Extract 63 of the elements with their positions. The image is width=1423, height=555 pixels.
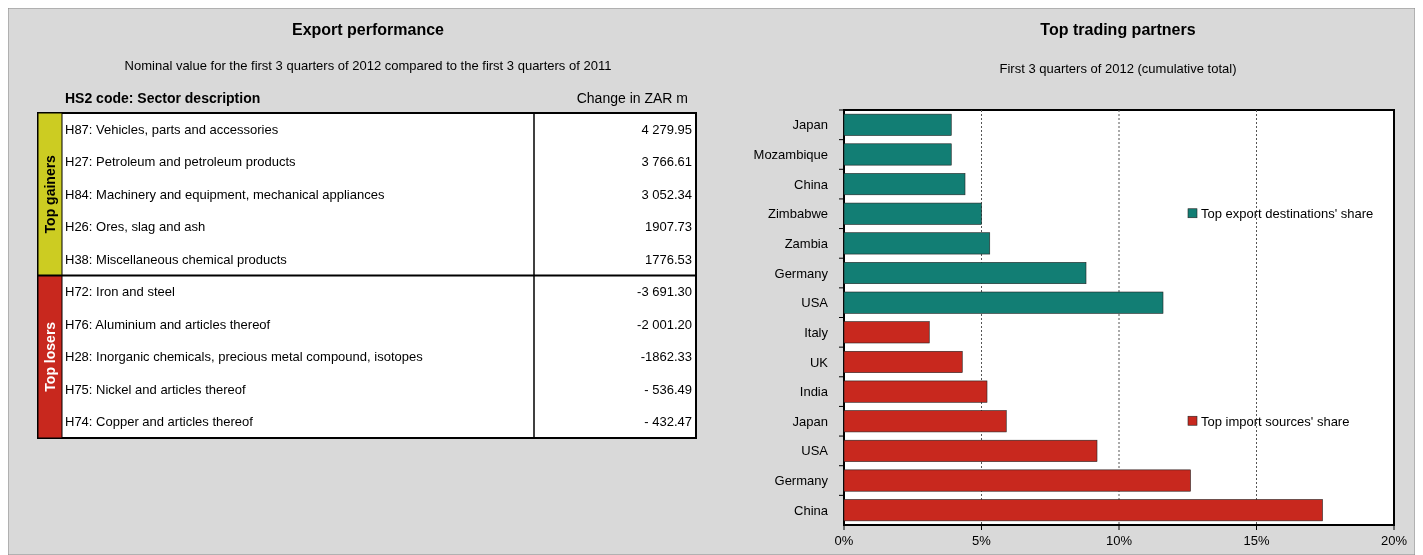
- data-label: 3 052.34: [641, 186, 692, 202]
- bar: [843, 350, 963, 373]
- y-tick-label: India: [799, 384, 829, 400]
- data-label: -2 001.20: [637, 316, 692, 332]
- bar: [843, 262, 1087, 285]
- y-tick-label: UK: [809, 354, 829, 370]
- x-tick-label: 15%: [1243, 533, 1270, 548]
- text: Top gainers: [41, 154, 58, 234]
- bar: [843, 410, 1007, 433]
- bar: [843, 321, 930, 344]
- data-label: -3 691.30: [637, 284, 692, 300]
- data-label: 1907.73: [645, 219, 692, 235]
- category-label: H76: Aluminium and articles thereof: [65, 316, 271, 332]
- y-tick-label: Germany: [774, 473, 829, 489]
- category-label: H38: Miscellaneous chemical products: [65, 251, 288, 267]
- bar: [843, 291, 1164, 314]
- category-label: H26: Ores, slag and ash: [65, 219, 206, 235]
- y-tick-label: USA: [801, 295, 829, 311]
- y-tick-label: Germany: [774, 265, 829, 281]
- category-label: H84: Machinery and equipment, mechanical appliances: [65, 186, 385, 202]
- bar: [843, 232, 991, 255]
- bar: [843, 143, 952, 166]
- bar: [843, 439, 1098, 462]
- x-tick-label: 10%: [1105, 533, 1133, 548]
- y-tick-label: Japan: [792, 413, 828, 429]
- bar: [843, 380, 988, 403]
- data-label: -1862.33: [640, 349, 692, 365]
- data-label: - 432.47: [644, 414, 692, 430]
- x-tick-label: 0%: [834, 533, 854, 548]
- category-label: H74: Copper and articles thereof: [65, 414, 254, 430]
- category-label: H72: Iron and steel: [65, 284, 175, 300]
- data-label: 3 766.61: [641, 154, 692, 170]
- category-label: H27: Petroleum and petroleum products: [65, 154, 297, 170]
- text: Top losers: [41, 321, 58, 392]
- text: HS2 code: Sector description: [65, 90, 261, 106]
- chart-title: Top trading partners: [1040, 21, 1196, 38]
- bar: [843, 113, 952, 136]
- x-tick-label: 5%: [972, 533, 992, 548]
- chart-subtitle: First 3 quarters of 2012 (cumulative total): [999, 61, 1237, 76]
- text: Export performance: [291, 21, 445, 38]
- y-tick-label: USA: [801, 443, 829, 459]
- y-tick-label: Zambia: [784, 235, 829, 251]
- text: Nominal value for the first 3 quarters of 2012 compared to the first 3 quarters of 2011: [124, 58, 612, 73]
- y-tick-label: Italy: [804, 324, 829, 340]
- y-tick-label: China: [794, 176, 829, 192]
- bar: [843, 202, 982, 225]
- y-tick-label: Mozambique: [753, 147, 828, 163]
- legend-label: Top export destinations' share: [1201, 206, 1374, 222]
- data-label: 1776.53: [645, 251, 692, 267]
- text: Change in ZAR m: [576, 90, 688, 106]
- data-label: 4 279.95: [641, 121, 692, 137]
- y-tick-label: Japan: [792, 117, 828, 133]
- category-label: H87: Vehicles, parts and accessories: [65, 121, 279, 137]
- data-label: - 536.49: [644, 381, 692, 397]
- bar: [843, 469, 1191, 492]
- bar: [843, 173, 966, 196]
- category-label: H75: Nickel and articles thereof: [65, 381, 247, 397]
- bar: [843, 499, 1323, 522]
- category-label: H28: Inorganic chemicals, precious metal compound, isotopes: [65, 349, 424, 365]
- x-tick-label: 20%: [1380, 533, 1408, 548]
- y-tick-label: Zimbabwe: [768, 206, 828, 222]
- y-tick-label: China: [794, 502, 829, 518]
- legend-label: Top import sources' share: [1201, 413, 1350, 429]
